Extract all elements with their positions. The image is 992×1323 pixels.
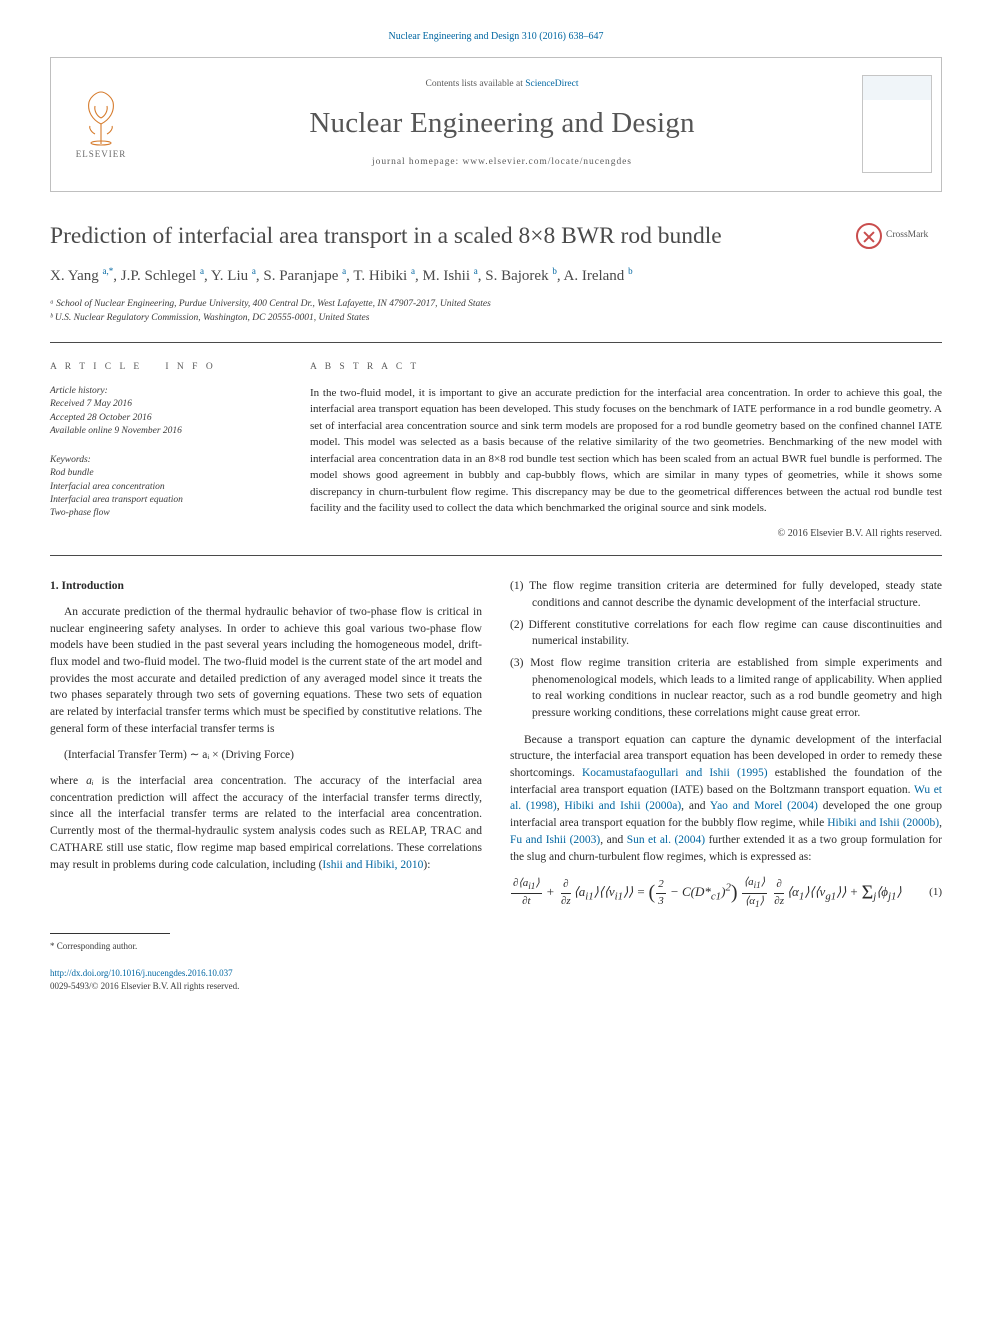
- homepage-url[interactable]: www.elsevier.com/locate/nucengdes: [462, 157, 632, 167]
- abstract-text: In the two-fluid model, it is important …: [310, 385, 942, 517]
- paper-title: Prediction of interfacial area transport…: [50, 222, 844, 251]
- keyword-line: Rod bundle: [50, 467, 280, 480]
- homepage-prefix: journal homepage:: [372, 157, 462, 167]
- affiliation-line: ᵃ School of Nuclear Engineering, Purdue …: [50, 298, 942, 312]
- citation-link[interactable]: Sun et al. (2004): [627, 834, 705, 846]
- corresponding-author-note: * Corresponding author.: [50, 940, 942, 953]
- crossmark-icon: [856, 223, 882, 249]
- intro-p2: where aᵢ is the interfacial area concent…: [50, 773, 482, 873]
- ref-ishii-hibiki-2010[interactable]: Ishii and Hibiki, 2010: [322, 859, 423, 871]
- author-list: X. Yang a,*, J.P. Schlegel a, Y. Liu a, …: [50, 265, 942, 288]
- abstract-heading: A B S T R A C T: [310, 361, 942, 375]
- citation-link[interactable]: Yao and Morel (2004): [710, 800, 818, 812]
- journal-homepage: journal homepage: www.elsevier.com/locat…: [372, 156, 632, 170]
- list-item: (2) Different constitutive correlations …: [510, 617, 942, 650]
- article-info-column: A R T I C L E I N F O Article history: R…: [50, 361, 280, 541]
- p2-post: is the interfacial area concentration. T…: [50, 775, 482, 870]
- journal-header: ELSEVIER Contents lists available at Sci…: [50, 57, 942, 192]
- text-run: , and: [600, 834, 626, 846]
- p2-end: ):: [423, 859, 430, 871]
- keywords-block: Keywords: Rod bundleInterfacial area con…: [50, 454, 280, 520]
- inline-equation: (Interfacial Transfer Term) ∼ aᵢ × (Driv…: [50, 747, 482, 764]
- intro-p1: An accurate prediction of the thermal hy…: [50, 604, 482, 737]
- text-run: ,: [939, 817, 942, 829]
- contents-prefix: Contents lists available at: [425, 79, 525, 89]
- equation-1: ∂⟨ai1⟩∂t + ∂∂z⟨ai1⟩⟨⟨vi1⟩⟩ = (23 − C(D*c…: [510, 875, 942, 911]
- history-line: Available online 9 November 2016: [50, 425, 280, 438]
- doi-link[interactable]: http://dx.doi.org/10.1016/j.nucengdes.20…: [50, 967, 942, 980]
- intro-p3: Because a transport equation can capture…: [510, 732, 942, 865]
- publisher-logo: ELSEVIER: [51, 58, 151, 191]
- citation-link[interactable]: Fu and Ishii (2003): [510, 834, 600, 846]
- list-item: (1) The flow regime transition criteria …: [510, 578, 942, 611]
- rule-bottom: [50, 555, 942, 556]
- text-run: , and: [681, 800, 710, 812]
- list-item: (3) Most flow regime transition criteria…: [510, 655, 942, 722]
- body-columns: 1. Introduction An accurate prediction o…: [50, 578, 942, 911]
- affiliations: ᵃ School of Nuclear Engineering, Purdue …: [50, 298, 942, 327]
- crossmark-badge[interactable]: CrossMark: [856, 222, 942, 250]
- footnote-rule: [50, 933, 170, 934]
- elsevier-tree-icon: [75, 86, 127, 146]
- article-history: Article history: Received 7 May 2016Acce…: [50, 385, 280, 438]
- p2-var: aᵢ: [86, 775, 94, 787]
- section-1-heading: 1. Introduction: [50, 578, 482, 595]
- cover-thumbnail-icon: [862, 75, 932, 173]
- citation-link[interactable]: Hibiki and Ishii (2000a): [564, 800, 681, 812]
- keyword-line: Interfacial area transport equation: [50, 494, 280, 507]
- issn-copyright: 0029-5493/© 2016 Elsevier B.V. All right…: [50, 980, 942, 993]
- history-line: Accepted 28 October 2016: [50, 412, 280, 425]
- equation-1-body: ∂⟨ai1⟩∂t + ∂∂z⟨ai1⟩⟨⟨vi1⟩⟩ = (23 − C(D*c…: [510, 875, 902, 911]
- citation-line: Nuclear Engineering and Design 310 (2016…: [50, 30, 942, 45]
- citation-link[interactable]: Hibiki and Ishii (2000b): [827, 817, 939, 829]
- history-line: Received 7 May 2016: [50, 398, 280, 411]
- sciencedirect-link[interactable]: ScienceDirect: [525, 79, 578, 89]
- publisher-name: ELSEVIER: [76, 148, 127, 161]
- crossmark-label: CrossMark: [886, 229, 928, 243]
- history-label: Article history:: [50, 385, 280, 398]
- header-center: Contents lists available at ScienceDirec…: [151, 58, 853, 191]
- abstract-column: A B S T R A C T In the two-fluid model, …: [310, 361, 942, 541]
- equation-1-number: (1): [929, 885, 942, 901]
- p2-pre: where: [50, 775, 86, 787]
- abstract-copyright: © 2016 Elsevier B.V. All rights reserved…: [310, 527, 942, 542]
- journal-cover-thumb: [853, 58, 941, 191]
- contents-available-line: Contents lists available at ScienceDirec…: [425, 78, 578, 92]
- affiliation-line: ᵇ U.S. Nuclear Regulatory Commission, Wa…: [50, 312, 942, 326]
- article-info-heading: A R T I C L E I N F O: [50, 361, 280, 375]
- citation-link[interactable]: Kocamustafaogullari and Ishii (1995): [582, 767, 768, 779]
- shortcomings-list: (1) The flow regime transition criteria …: [510, 578, 942, 721]
- keyword-line: Interfacial area concentration: [50, 481, 280, 494]
- keyword-line: Two-phase flow: [50, 507, 280, 520]
- keywords-label: Keywords:: [50, 454, 280, 467]
- journal-title: Nuclear Engineering and Design: [309, 102, 694, 144]
